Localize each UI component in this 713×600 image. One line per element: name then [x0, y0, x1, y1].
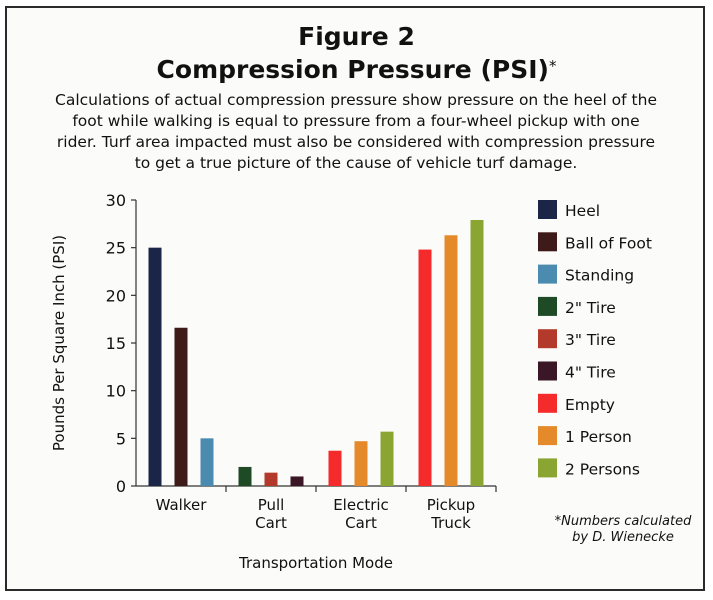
- legend-label-empty: Empty: [565, 396, 615, 414]
- y-tick-label: 20: [106, 286, 126, 305]
- legend-swatch-1-person: [538, 426, 557, 446]
- legend-swatch-standing: [538, 264, 557, 284]
- legend-swatch-3-tire: [538, 329, 557, 349]
- legend-label-standing: Standing: [565, 267, 634, 285]
- legend-swatch-2-persons: [538, 458, 557, 478]
- legend-label-ball-of-foot: Ball of Foot: [565, 234, 652, 252]
- legend-swatch-4-tire: [538, 361, 557, 381]
- legend-swatch-ball-of-foot: [538, 232, 557, 252]
- legend-label-1-person: 1 Person: [565, 428, 632, 446]
- y-axis-title: Pounds Per Square Inch (PSI): [50, 235, 68, 451]
- y-tick-label: 15: [106, 334, 126, 353]
- x-tick-label-line: Cart: [255, 514, 287, 532]
- legend-label-3-tire: 3" Tire: [565, 331, 616, 349]
- bar-pull-cart-2-tire: [238, 466, 252, 486]
- footnote: *Numbers calculated by D. Wienecke: [538, 514, 708, 546]
- x-tick-label-line: Truck: [430, 514, 471, 532]
- x-tick-label-line: Pickup: [427, 496, 475, 514]
- bar-electric-cart-1-person: [354, 441, 368, 486]
- y-tick-label: 10: [106, 382, 126, 401]
- figure-description: Calculations of actual compression press…: [55, 91, 657, 172]
- legend-label-2-tire: 2" Tire: [565, 299, 616, 317]
- x-tick-label-line: Electric: [333, 496, 389, 514]
- bar-pickup-truck-1-person: [444, 235, 458, 486]
- bar-electric-cart-2-persons: [380, 431, 394, 486]
- legend-swatch-2-tire: [538, 296, 557, 316]
- bar-pull-cart-4-tire: [290, 476, 304, 486]
- legend-swatch-heel: [538, 200, 557, 219]
- legend-label-2-persons: 2 Persons: [565, 460, 640, 478]
- x-tick-label: Pickup Truck: [427, 496, 475, 532]
- legend-swatch-empty: [538, 393, 557, 413]
- y-tick-label: 0: [116, 477, 126, 496]
- bar-pickup-truck-2-persons: [470, 220, 484, 486]
- figure-subtitle: Compression Pressure (PSI)*: [0, 55, 713, 84]
- legend-label-4-tire: 4" Tire: [565, 364, 616, 382]
- legend-label-heel: Heel: [565, 202, 600, 220]
- bar-pickup-truck-empty: [418, 249, 432, 486]
- x-tick-label-line: Pull: [258, 496, 285, 514]
- footnote-line-2: by D. Wienecke: [572, 530, 674, 545]
- bar-electric-cart-empty: [328, 450, 342, 486]
- figure-title: Figure 2: [298, 22, 415, 51]
- y-tick-label: 5: [116, 429, 126, 448]
- bar-walker-heel: [148, 247, 162, 486]
- bar-walker-ball-of-foot: [174, 327, 188, 486]
- x-axis-title: Transportation Mode: [238, 554, 393, 572]
- y-tick-label: 30: [106, 191, 126, 210]
- figure-frame: [5, 6, 705, 591]
- x-tick-label: Walker: [156, 496, 208, 514]
- bar-pull-cart-3-tire: [264, 472, 278, 486]
- bar-walker-standing: [200, 438, 214, 486]
- subtitle-asterisk: *: [548, 57, 557, 75]
- y-tick-label: 25: [106, 239, 126, 258]
- subtitle-text: Compression Pressure (PSI): [156, 55, 549, 84]
- x-tick-label: Pull Cart: [255, 496, 287, 532]
- footnote-line-1: *Numbers calculated: [554, 514, 692, 529]
- x-tick-label-line: Walker: [156, 496, 208, 514]
- x-tick-label-line: Cart: [345, 514, 377, 532]
- x-tick-label: Electric Cart: [333, 496, 389, 532]
